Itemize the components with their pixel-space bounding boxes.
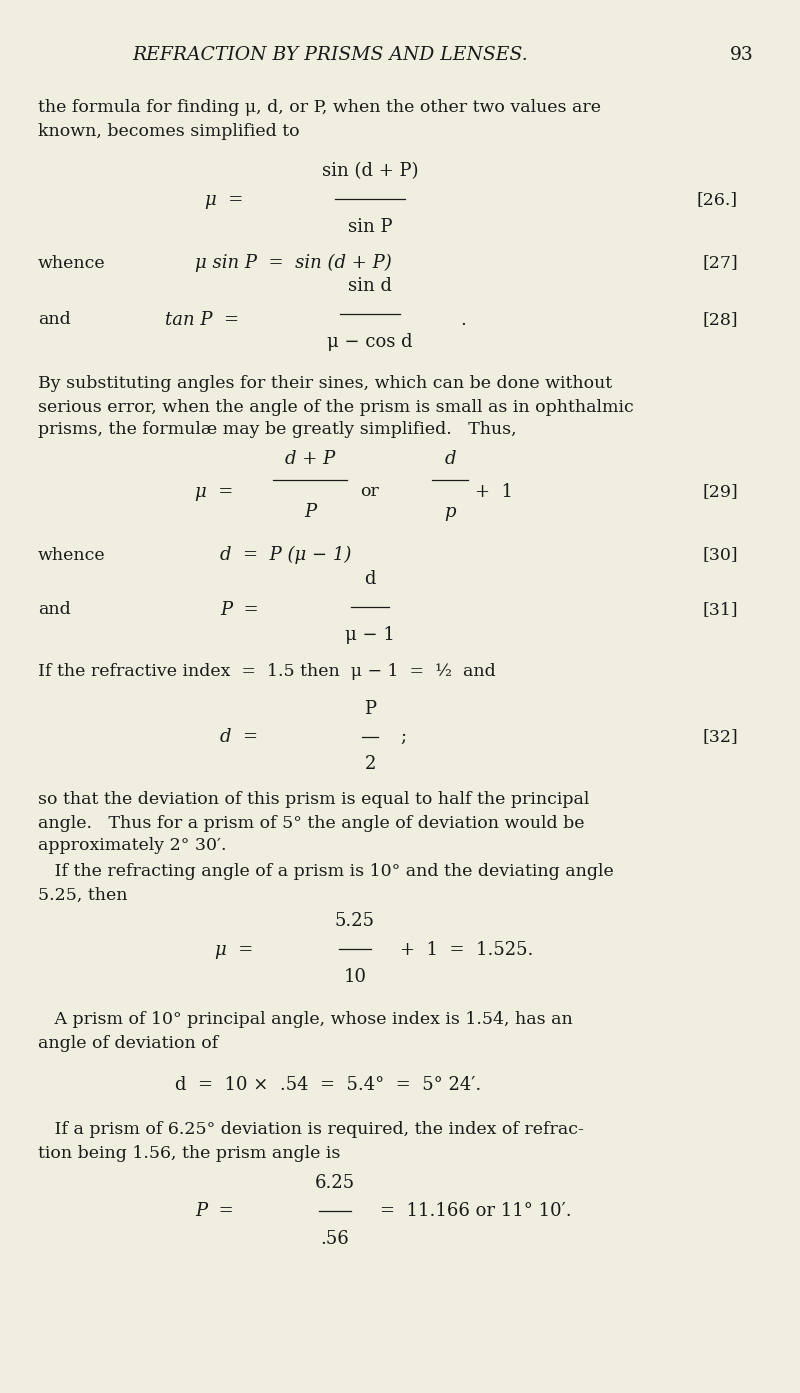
- Text: μ  =: μ =: [205, 191, 243, 209]
- Text: tion being 1.56, the prism angle is: tion being 1.56, the prism angle is: [38, 1145, 340, 1162]
- Text: angle.   Thus for a prism of 5° the angle of deviation would be: angle. Thus for a prism of 5° the angle …: [38, 815, 585, 832]
- Text: If the refracting angle of a prism is 10° and the deviating angle: If the refracting angle of a prism is 10…: [38, 864, 614, 880]
- Text: tan P  =: tan P =: [165, 311, 239, 329]
- Text: [27]: [27]: [702, 255, 738, 272]
- Text: the formula for finding μ, d, or P, when the other two values are: the formula for finding μ, d, or P, when…: [38, 99, 601, 117]
- Text: and: and: [38, 602, 70, 618]
- Text: μ − cos d: μ − cos d: [327, 333, 413, 351]
- Text: d  =  P (μ − 1): d = P (μ − 1): [220, 546, 351, 564]
- Text: prisms, the formulæ may be greatly simplified.   Thus,: prisms, the formulæ may be greatly simpl…: [38, 422, 517, 439]
- Text: approximately 2° 30′.: approximately 2° 30′.: [38, 837, 226, 854]
- Text: d  =  10 ×  .54  =  5.4°  =  5° 24′.: d = 10 × .54 = 5.4° = 5° 24′.: [175, 1075, 482, 1094]
- Text: [31]: [31]: [702, 602, 738, 618]
- Text: ;: ;: [400, 729, 406, 747]
- Text: whence: whence: [38, 546, 106, 564]
- Text: 2: 2: [364, 755, 376, 773]
- Text: By substituting angles for their sines, which can be done without: By substituting angles for their sines, …: [38, 376, 612, 393]
- Text: serious error, when the angle of the prism is small as in ophthalmic: serious error, when the angle of the pri…: [38, 398, 634, 415]
- Text: p: p: [444, 503, 456, 521]
- Text: sin (d + P): sin (d + P): [322, 162, 418, 180]
- Text: so that the deviation of this prism is equal to half the principal: so that the deviation of this prism is e…: [38, 791, 590, 808]
- Text: 10: 10: [343, 968, 366, 986]
- Text: μ  =: μ =: [215, 942, 254, 958]
- Text: P: P: [364, 701, 376, 717]
- Text: sin d: sin d: [348, 277, 392, 295]
- Text: [26.]: [26.]: [697, 191, 738, 209]
- Text: [30]: [30]: [702, 546, 738, 564]
- Text: +  1: + 1: [475, 483, 513, 501]
- Text: .: .: [460, 311, 466, 329]
- Text: d: d: [364, 570, 376, 588]
- Text: P: P: [304, 503, 316, 521]
- Text: [28]: [28]: [702, 312, 738, 329]
- Text: μ sin P  =  sin (d + P): μ sin P = sin (d + P): [195, 254, 392, 272]
- Text: [29]: [29]: [702, 483, 738, 500]
- Text: d: d: [444, 450, 456, 468]
- Text: d  =: d =: [220, 729, 258, 747]
- Text: P  =: P =: [220, 600, 258, 618]
- Text: 93: 93: [730, 46, 754, 64]
- Text: known, becomes simplified to: known, becomes simplified to: [38, 123, 300, 139]
- Text: sin P: sin P: [348, 217, 392, 235]
- Text: REFRACTION BY PRISMS AND LENSES.: REFRACTION BY PRISMS AND LENSES.: [132, 46, 528, 64]
- Text: A prism of 10° principal angle, whose index is 1.54, has an: A prism of 10° principal angle, whose in…: [38, 1011, 573, 1028]
- Text: d + P: d + P: [285, 450, 335, 468]
- Text: angle of deviation of: angle of deviation of: [38, 1035, 218, 1052]
- Text: [32]: [32]: [702, 729, 738, 745]
- Text: 6.25: 6.25: [315, 1174, 355, 1192]
- Text: +  1  =  1.525.: + 1 = 1.525.: [400, 942, 534, 958]
- Text: whence: whence: [38, 255, 106, 272]
- Text: If a prism of 6.25° deviation is required, the index of refrac-: If a prism of 6.25° deviation is require…: [38, 1121, 584, 1138]
- Text: and: and: [38, 312, 70, 329]
- Text: If the refractive index  =  1.5 then  μ − 1  =  ½  and: If the refractive index = 1.5 then μ − 1…: [38, 663, 496, 681]
- Text: or: or: [360, 483, 379, 500]
- Text: P  =: P =: [195, 1202, 234, 1220]
- Text: 5.25: 5.25: [335, 912, 375, 931]
- Text: μ − 1: μ − 1: [345, 625, 395, 644]
- Text: μ  =: μ =: [195, 483, 234, 501]
- Text: .56: .56: [321, 1230, 350, 1248]
- Text: =  11.166 or 11° 10′.: = 11.166 or 11° 10′.: [380, 1202, 572, 1220]
- Text: 5.25, then: 5.25, then: [38, 886, 127, 904]
